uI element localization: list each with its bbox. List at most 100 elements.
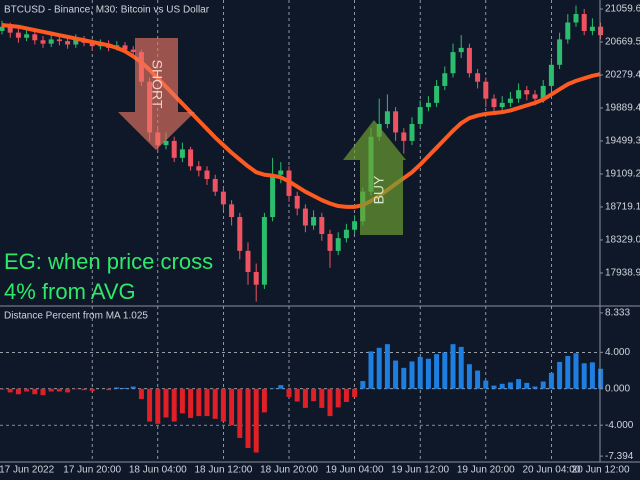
candle-body (581, 14, 587, 31)
histogram-bar (122, 387, 128, 389)
candle-body (32, 34, 38, 41)
candle-body (278, 170, 284, 175)
candle-body (220, 191, 226, 205)
histogram-bar (335, 388, 341, 408)
candle-body (237, 217, 243, 251)
marks (0, 5, 604, 453)
candle-body (516, 90, 522, 99)
candle-body (48, 39, 54, 44)
histogram-bar (294, 388, 300, 402)
x-tick-label: 18 Jun 20:00 (260, 465, 318, 476)
candle-body (393, 111, 399, 133)
histogram-bar (15, 388, 21, 395)
histogram-bar (302, 388, 308, 408)
x-tick-label: 18 Jun 12:00 (194, 465, 252, 476)
histogram-bar (179, 388, 185, 414)
y-tick-label: -7.394 (605, 451, 634, 462)
histogram-bar (417, 356, 423, 389)
histogram-bar (56, 388, 62, 392)
histogram-bar (212, 388, 218, 419)
histogram-bar (245, 388, 251, 448)
candle-body (475, 73, 481, 82)
y-tick-label: 18329.0 (605, 235, 640, 246)
histogram-bar (237, 388, 243, 438)
histogram-bar (499, 383, 505, 389)
y-tick-label: 20669.5 (605, 37, 640, 48)
indicator-title: Distance Percent from MA 1.025 (4, 311, 148, 322)
histogram-bar (114, 387, 120, 389)
short-arrow (118, 38, 195, 150)
candle-body (450, 52, 456, 74)
histogram-bar (220, 388, 226, 422)
histogram-bar (557, 361, 563, 389)
histogram-bar (81, 388, 87, 391)
y-tick-label: 0.000 (605, 383, 630, 394)
short-label: SHORT (149, 60, 165, 109)
histogram-bar (458, 346, 464, 389)
candle-body (532, 94, 538, 99)
candle-body (557, 39, 563, 65)
histogram-bar (384, 344, 390, 389)
x-tick-label: 17 Jun 20:00 (63, 465, 121, 476)
candle-body (122, 45, 128, 50)
candle-body (40, 40, 46, 44)
candle-body (171, 140, 177, 158)
histogram-bar (343, 388, 349, 402)
histogram-bar (442, 352, 448, 389)
histogram-bar (589, 362, 595, 389)
histogram-bar (360, 381, 366, 389)
histogram-bar (155, 388, 161, 424)
histogram-bar (327, 388, 333, 417)
histogram-bar (319, 388, 325, 408)
histogram-bar (261, 388, 267, 413)
candle-body (229, 204, 235, 218)
histogram-bar (89, 388, 95, 391)
histogram-bar (311, 388, 317, 402)
y-tick-label: 17938.9 (605, 268, 640, 279)
candle-body (384, 111, 390, 124)
candle-body (442, 73, 448, 86)
histogram-bar (188, 388, 194, 418)
x-tick-label: 18 Jun 04:00 (129, 465, 187, 476)
candle-body (196, 166, 202, 171)
y-tick-label: 19889.4 (605, 103, 640, 114)
histogram-bar (483, 380, 489, 389)
candle-body (327, 233, 333, 251)
histogram-bar (368, 351, 374, 389)
candle-body (204, 170, 210, 179)
candle-body (319, 217, 325, 234)
y-tick-label: 19499.3 (605, 136, 640, 147)
candle-body (425, 102, 431, 108)
chart-title: BTCUSD - Binance, M30: Bitcoin vs US Dol… (4, 5, 210, 16)
candle-body (270, 174, 276, 218)
x-tick-label: 19 Jun 20:00 (457, 465, 515, 476)
histogram-bar (171, 388, 177, 422)
candle-body (311, 217, 317, 226)
candle-body (417, 107, 423, 124)
candle-body (179, 149, 185, 158)
histogram-bar (229, 388, 235, 426)
candle-body (343, 229, 349, 239)
histogram-bar (106, 388, 112, 391)
histogram-bar (409, 361, 415, 389)
histogram-bar (48, 388, 54, 392)
candle-body (507, 98, 513, 103)
histogram-bar (147, 388, 153, 422)
note-line: EG: when price cross (4, 249, 213, 274)
histogram-bar (286, 388, 292, 397)
y-tick-label: 8.333 (605, 308, 630, 319)
candle-body (458, 47, 464, 53)
histogram-bar (548, 372, 554, 389)
y-tick-label: -4.000 (605, 420, 634, 431)
histogram-bar (540, 381, 546, 389)
y-tick-label: 21059.6 (605, 4, 640, 15)
candle-body (24, 34, 30, 38)
histogram-bar (491, 385, 497, 389)
histogram-bar (40, 388, 46, 396)
candle-body (130, 49, 136, 53)
candle-body (409, 123, 415, 141)
candle-body (163, 140, 169, 146)
x-tick-label: 17 Jun 2022 (0, 465, 55, 476)
x-tick-label: 20 Jun 04:00 (522, 465, 580, 476)
